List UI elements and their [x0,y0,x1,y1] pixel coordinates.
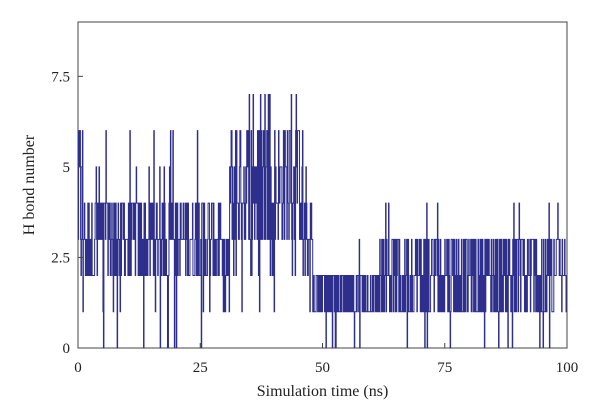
y-tick-label: 7.5 [51,69,70,85]
y-tick-label: 0 [63,341,71,357]
x-tick-label: 100 [556,360,579,376]
hbond-series [77,93,567,349]
hbond-line [77,93,567,349]
x-tick-label: 50 [315,360,330,376]
x-tick-label: 0 [74,360,82,376]
y-axis-ticks: 0 2.5 5 7.5 [51,69,83,357]
y-tick-label: 2.5 [51,250,70,266]
x-tick-label: 75 [437,360,452,376]
y-tick-label: 5 [63,160,71,176]
y-axis-label: H bond number [21,134,38,235]
plot-area [77,21,568,349]
x-tick-label: 25 [193,360,208,376]
x-axis-ticks: 0 25 50 75 100 [74,343,578,376]
x-axis-label: Simulation time (ns) [257,383,389,400]
